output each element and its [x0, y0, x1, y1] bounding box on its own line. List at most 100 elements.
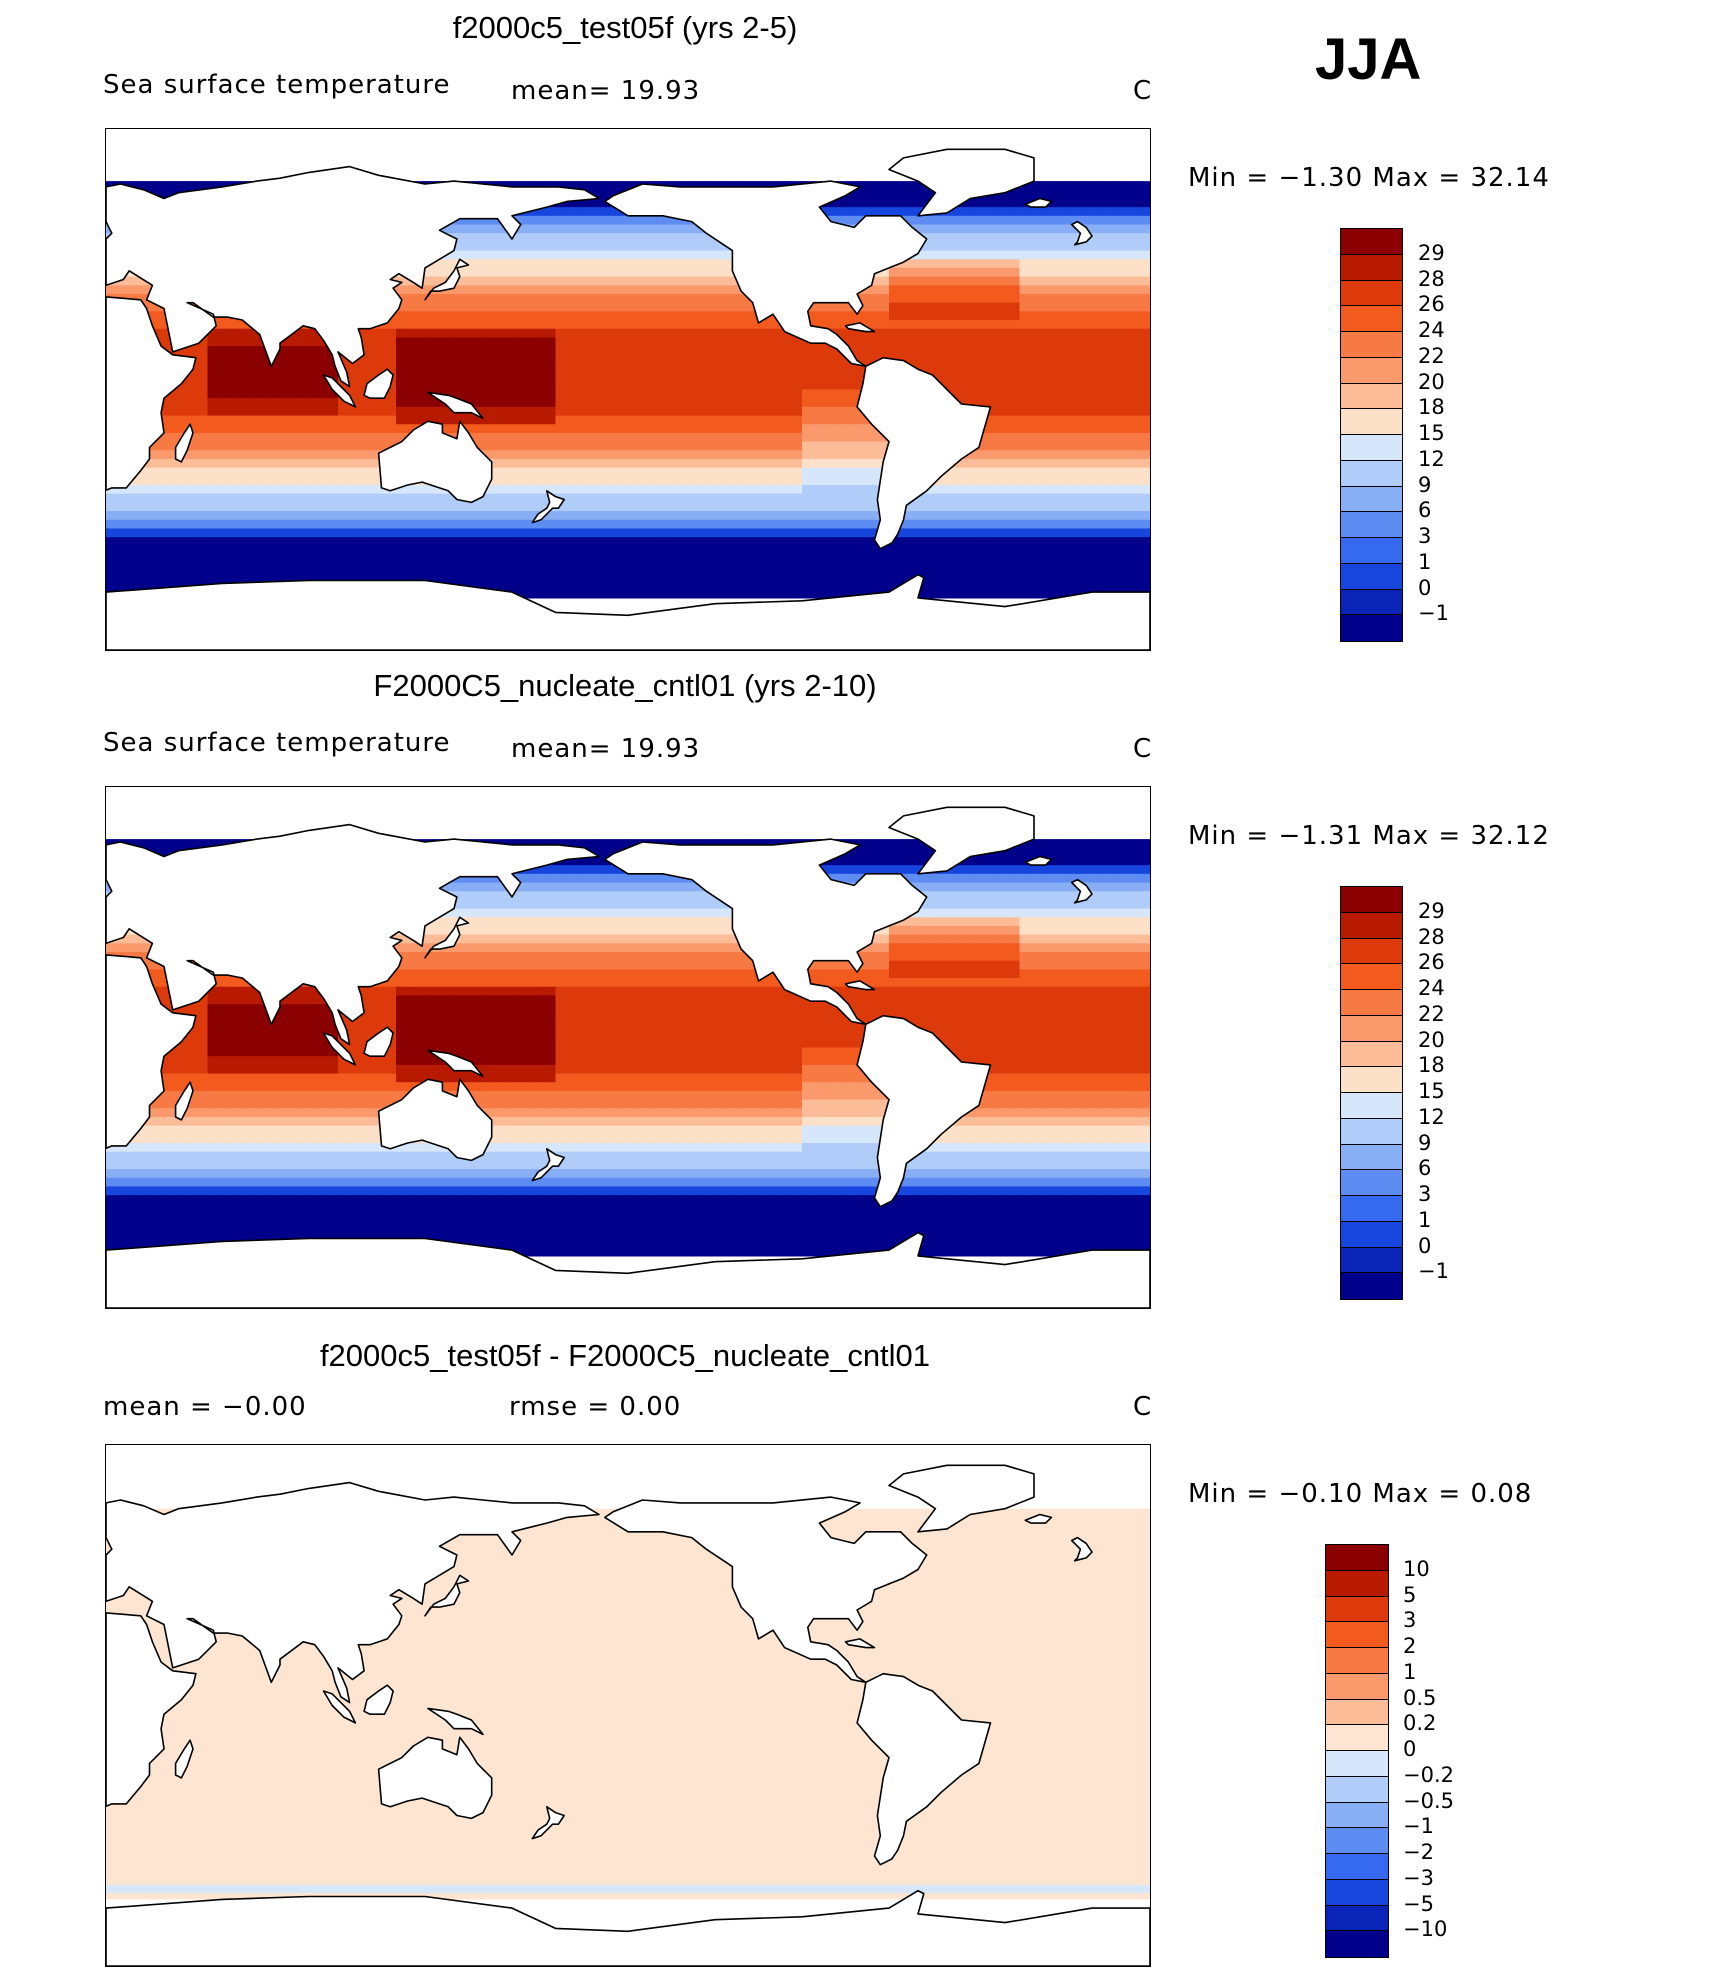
sst-cell: [570, 346, 586, 356]
sst-cell: [570, 476, 586, 486]
sst-cell: [236, 493, 252, 503]
sst-cell: [425, 537, 441, 547]
sst-cell: [570, 406, 586, 417]
sst-cell: [642, 424, 658, 434]
sst-cell: [323, 441, 339, 451]
sst-cell: [381, 519, 397, 530]
sst-cell: [1005, 882, 1021, 892]
sst-cell: [265, 372, 281, 382]
sst-cell: [483, 424, 499, 434]
sst-cell: [990, 502, 1006, 512]
sst-cell: [149, 519, 165, 530]
sst-cell: [947, 380, 963, 391]
sst-cell: [976, 554, 992, 564]
sst-cell: [1092, 346, 1108, 356]
sst-cell: [222, 511, 238, 521]
sst-cell: [918, 224, 934, 234]
sst-cell: [323, 389, 339, 399]
sst-cell: [744, 424, 760, 434]
sst-cell: [1135, 207, 1150, 217]
sst-cell: [1005, 865, 1021, 875]
sst-cell: [773, 346, 789, 356]
sst-cell: [280, 519, 296, 530]
sst-cell: [613, 1012, 629, 1023]
sst-cell: [1063, 545, 1079, 556]
sst-cell: [1034, 917, 1050, 927]
sst-cell: [860, 181, 876, 191]
sst-cell: [1005, 934, 1021, 944]
sst-cell: [541, 467, 557, 477]
sst-cell: [758, 563, 774, 573]
sst-cell: [845, 398, 861, 408]
sst-cell: [584, 250, 600, 260]
sst-cell: [961, 250, 977, 260]
sst-cell: [932, 276, 948, 286]
sst-cell: [613, 441, 629, 451]
sst-cell: [1063, 380, 1079, 391]
sst-cell: [164, 839, 180, 849]
colorbar-swatch: [1341, 512, 1402, 538]
sst-cell: [1019, 554, 1035, 564]
sst-cell: [642, 215, 658, 226]
colorbar-tick-label: 26: [1418, 292, 1445, 317]
sst-cell: [1135, 986, 1150, 996]
sst-cell: [439, 925, 455, 936]
sst-cell: [1135, 943, 1150, 953]
sst-cell: [918, 502, 934, 512]
sst-cell: [1063, 873, 1079, 884]
sst-cell: [396, 276, 412, 286]
sst-cell: [845, 424, 861, 434]
sst-cell: [425, 978, 441, 988]
sst-cell: [686, 233, 702, 243]
sst-cell: [149, 441, 165, 451]
sst-cell: [918, 925, 934, 936]
sst-cell: [628, 476, 644, 486]
sst-cell: [222, 537, 238, 547]
sst-cell: [483, 215, 499, 226]
sst-cell: [323, 363, 339, 373]
sst-cell: [599, 934, 615, 944]
sst-cell: [468, 899, 484, 910]
sst-cell: [613, 250, 629, 260]
sst-cell: [454, 224, 470, 234]
sst-cell: [367, 337, 383, 347]
sst-cell: [976, 476, 992, 486]
sst-cell: [1019, 908, 1035, 918]
sst-cell: [439, 363, 455, 373]
sst-cell: [1135, 978, 1150, 988]
sst-cell: [483, 519, 499, 530]
sst-cell: [526, 389, 542, 399]
sst-cell: [555, 328, 571, 338]
sst-cell: [874, 1004, 890, 1014]
sst-cell: [483, 250, 499, 260]
sst-cell: [845, 380, 861, 391]
sst-cell: [1077, 571, 1093, 582]
sst-cell: [1034, 943, 1050, 953]
sst-cell: [961, 960, 977, 970]
sst-cell: [1019, 320, 1035, 330]
sst-cell: [1048, 571, 1064, 582]
sst-cell: [570, 485, 586, 495]
sst-cell: [309, 363, 325, 373]
sst-cell: [657, 571, 673, 582]
sst-cell: [976, 328, 992, 338]
sst-cell: [410, 1012, 426, 1023]
sst-cell: [1048, 943, 1064, 953]
sst-cell: [729, 943, 745, 953]
sst-cell: [222, 415, 238, 425]
sst-cell: [918, 978, 934, 988]
sst-cell: [222, 372, 238, 382]
sst-cell: [1034, 285, 1050, 295]
sst-cell: [932, 873, 948, 884]
sst-cell: [1092, 511, 1108, 521]
sst-cell: [236, 537, 252, 547]
sst-cell: [1019, 328, 1035, 338]
sst-cell: [439, 1004, 455, 1014]
sst-cell: [700, 432, 716, 443]
sst-cell: [178, 545, 194, 556]
sst-cell: [700, 485, 716, 495]
sst-cell: [1106, 537, 1122, 547]
sst-cell: [193, 545, 209, 556]
sst-cell: [1135, 398, 1150, 408]
sst-cell: [715, 267, 731, 278]
